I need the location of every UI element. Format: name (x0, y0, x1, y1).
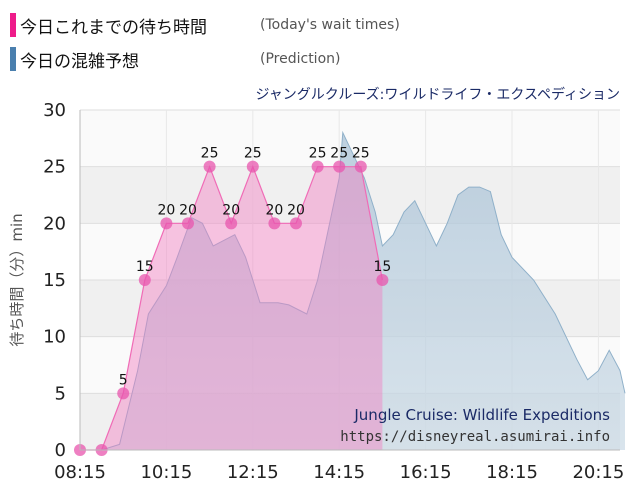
today-point (160, 217, 173, 230)
x-tick-label: 20:15 (572, 462, 624, 483)
data-label: 15 (373, 259, 391, 275)
y-axis-label: 待ち時間（分）min (8, 213, 26, 346)
series-prediction-line (80, 130, 626, 451)
data-label: 25 (330, 146, 348, 162)
data-label: 25 (309, 146, 327, 162)
today-point (311, 160, 324, 173)
x-tick-label: 18:15 (486, 462, 538, 483)
y-tick-label: 25 (43, 157, 66, 178)
data-label: 25 (244, 146, 262, 162)
legend-today-english: (Today's wait times) (260, 17, 400, 33)
chart-subtitle: ジャングルクルーズ:ワイルドライフ・エクスペディション (255, 86, 620, 103)
watermark-title: Jungle Cruise: Wildlife Expeditions (353, 406, 610, 424)
y-tick-label: 0 (55, 440, 66, 461)
x-tick-label: 08:15 (54, 462, 106, 483)
x-tick-label: 14:15 (313, 462, 365, 483)
legend-prediction-label: 今日の混雑予想 (20, 51, 139, 72)
x-tick-label: 12:15 (227, 462, 279, 483)
today-point (117, 387, 130, 400)
y-tick-label: 30 (43, 100, 66, 121)
data-label: 5 (119, 372, 128, 388)
legend-today-swatch (10, 13, 16, 37)
legend-prediction-english: (Prediction) (260, 51, 341, 67)
series-today-area (80, 166, 383, 450)
today-point (225, 217, 238, 230)
today-point (268, 217, 281, 230)
today-point (246, 160, 259, 173)
data-label: 20 (157, 202, 175, 218)
data-label: 15 (136, 259, 154, 275)
today-point (376, 274, 389, 286)
today-point (333, 160, 346, 173)
data-label: 20 (265, 202, 283, 218)
data-label: 25 (201, 146, 219, 162)
y-tick-label: 5 (55, 383, 66, 404)
today-point (290, 217, 302, 230)
legend-today: 今日これまでの待ち時間 (Today's wait times) (10, 12, 400, 38)
today-point (354, 160, 367, 173)
legend-prediction: 今日の混雑予想 (Prediction) (10, 46, 340, 72)
y-tick-label: 10 (43, 327, 66, 348)
y-tick-label: 20 (43, 213, 66, 234)
today-point (203, 160, 216, 173)
series-prediction-area (80, 132, 625, 450)
legend-today-label: 今日これまでの待ち時間 (20, 17, 207, 38)
data-label: 20 (179, 202, 197, 218)
x-tick-label: 16:15 (400, 462, 452, 483)
today-point (182, 217, 194, 230)
data-label: 20 (222, 202, 240, 218)
x-tick-label: 10:15 (140, 462, 192, 483)
y-tick-label: 15 (43, 270, 66, 291)
data-label: 20 (287, 202, 305, 218)
watermark-url: https://disneyreal.asumirai.info (340, 429, 610, 445)
today-point (138, 274, 151, 286)
data-label: 25 (352, 146, 370, 162)
legend-prediction-swatch (10, 47, 16, 71)
